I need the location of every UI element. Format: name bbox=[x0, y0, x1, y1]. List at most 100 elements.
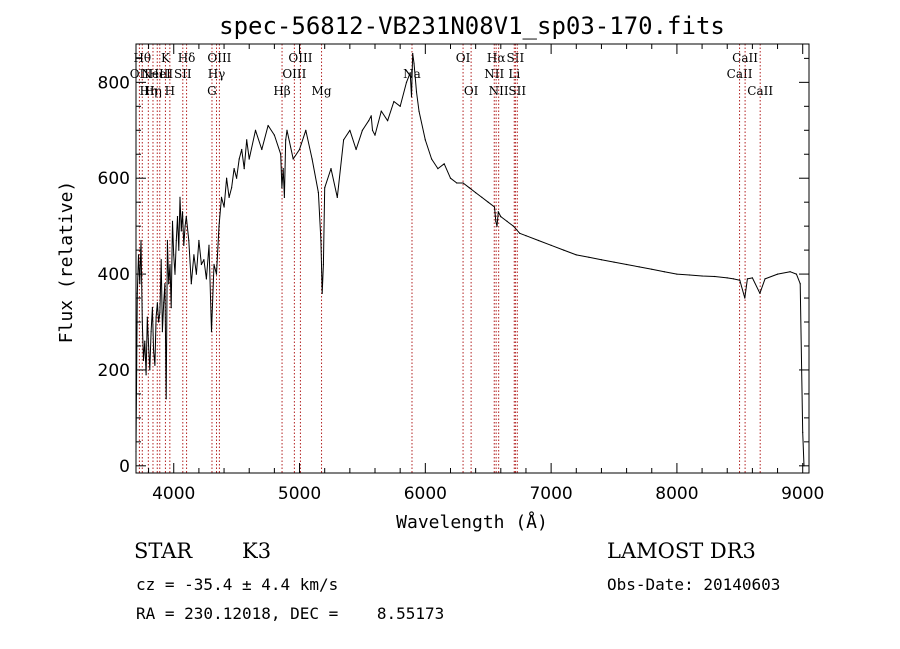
line-marker-label-21: Hα bbox=[487, 51, 506, 65]
survey-name: LAMOST DR3 bbox=[607, 539, 756, 563]
data-point bbox=[285, 139, 287, 141]
chart-title: spec-56812-VB231N08V1_sp03-170.fits bbox=[219, 12, 725, 40]
data-point bbox=[238, 158, 240, 160]
data-point bbox=[789, 271, 791, 273]
line-marker-label-4: NeIII bbox=[141, 67, 173, 81]
line-marker-label-13: Hβ bbox=[273, 84, 290, 98]
data-point bbox=[203, 259, 205, 261]
data-point bbox=[399, 105, 401, 107]
data-point bbox=[409, 72, 411, 74]
data-point bbox=[280, 153, 282, 155]
data-point bbox=[183, 244, 185, 246]
y-tick-label-600: 600 bbox=[98, 169, 130, 189]
data-point bbox=[208, 244, 210, 246]
data-point bbox=[751, 277, 754, 279]
data-point bbox=[475, 192, 477, 194]
data-point bbox=[481, 196, 483, 198]
line-marker-label-9: Hδ bbox=[178, 51, 196, 65]
data-point bbox=[349, 129, 351, 131]
data-point bbox=[393, 100, 395, 103]
x-tick-label-5000: 5000 bbox=[278, 484, 321, 504]
data-point bbox=[171, 220, 174, 222]
line-marker-label-18: OI bbox=[456, 51, 471, 65]
data-point bbox=[638, 266, 640, 268]
data-point bbox=[688, 274, 691, 276]
data-point bbox=[336, 196, 338, 198]
data-point bbox=[732, 278, 735, 280]
object-class: STAR bbox=[134, 539, 193, 563]
data-point bbox=[799, 283, 801, 285]
data-point bbox=[550, 244, 552, 246]
data-point bbox=[142, 359, 145, 361]
data-point bbox=[165, 398, 167, 400]
line-marker-label-26: CaII bbox=[727, 67, 753, 81]
data-point bbox=[173, 254, 175, 256]
data-point bbox=[145, 374, 147, 376]
data-point bbox=[468, 187, 470, 189]
line-marker-label-20: NII bbox=[484, 67, 504, 81]
data-point bbox=[343, 139, 345, 141]
data-point bbox=[158, 321, 160, 323]
data-point bbox=[525, 235, 527, 237]
data-point bbox=[228, 196, 230, 198]
line-marker-label-16: Mg bbox=[312, 84, 332, 98]
data-point bbox=[663, 271, 665, 273]
data-point bbox=[626, 263, 628, 266]
line-marker-label-28: CaII bbox=[747, 84, 773, 98]
data-point bbox=[180, 230, 182, 232]
data-point bbox=[512, 225, 515, 227]
data-point bbox=[410, 96, 413, 98]
data-point bbox=[160, 259, 162, 261]
data-point bbox=[281, 187, 283, 189]
line-marker-label-25: SII bbox=[508, 84, 526, 98]
data-point bbox=[449, 177, 452, 179]
data-point bbox=[462, 182, 464, 184]
data-point bbox=[651, 268, 653, 270]
data-point bbox=[305, 129, 307, 131]
data-point bbox=[493, 206, 496, 208]
data-point bbox=[497, 211, 499, 213]
data-point bbox=[495, 220, 497, 222]
line-marker-label-1: Hθ bbox=[133, 51, 151, 65]
line-marker-label-7: H bbox=[165, 84, 175, 98]
data-point bbox=[246, 139, 248, 141]
data-point bbox=[254, 129, 257, 131]
data-point bbox=[220, 196, 223, 198]
line-marker-label-6: K bbox=[161, 51, 171, 65]
spectral-line-markers: OIIHθHηHηNeIIIHeIKHSIIHδGHγOIIIHβOIIIOII… bbox=[130, 44, 773, 473]
data-point bbox=[500, 216, 502, 218]
data-point bbox=[714, 275, 716, 278]
data-point bbox=[292, 158, 294, 160]
data-point bbox=[370, 115, 372, 117]
data-point bbox=[424, 139, 426, 141]
data-point bbox=[231, 187, 233, 189]
data-point bbox=[387, 120, 389, 122]
data-point bbox=[198, 239, 200, 242]
line-marker-label-22: NII bbox=[489, 84, 509, 98]
data-point bbox=[413, 62, 415, 64]
data-point bbox=[181, 211, 184, 213]
redshift-value: cz = -35.4 ± 4.4 km/s bbox=[136, 575, 338, 594]
data-point bbox=[456, 182, 458, 184]
data-point bbox=[412, 53, 414, 55]
data-point bbox=[150, 331, 152, 333]
line-marker-label-19: OI bbox=[464, 84, 479, 98]
data-point bbox=[215, 273, 218, 275]
data-point bbox=[746, 278, 749, 280]
data-point bbox=[243, 168, 245, 170]
data-point bbox=[324, 187, 326, 189]
line-marker-label-5: HeI bbox=[149, 67, 172, 81]
data-point bbox=[795, 273, 798, 275]
data-point bbox=[139, 283, 141, 285]
data-point bbox=[161, 331, 163, 333]
data-point bbox=[169, 263, 171, 266]
data-point bbox=[415, 91, 418, 93]
data-point bbox=[374, 134, 376, 136]
x-axis: 4000 5000 6000 7000 8000 9000 bbox=[148, 44, 824, 504]
data-point bbox=[405, 81, 408, 83]
line-marker-label-12: OIII bbox=[207, 51, 231, 65]
data-point bbox=[506, 220, 508, 222]
data-point bbox=[322, 263, 324, 266]
x-tick-label-9000: 9000 bbox=[781, 484, 824, 504]
